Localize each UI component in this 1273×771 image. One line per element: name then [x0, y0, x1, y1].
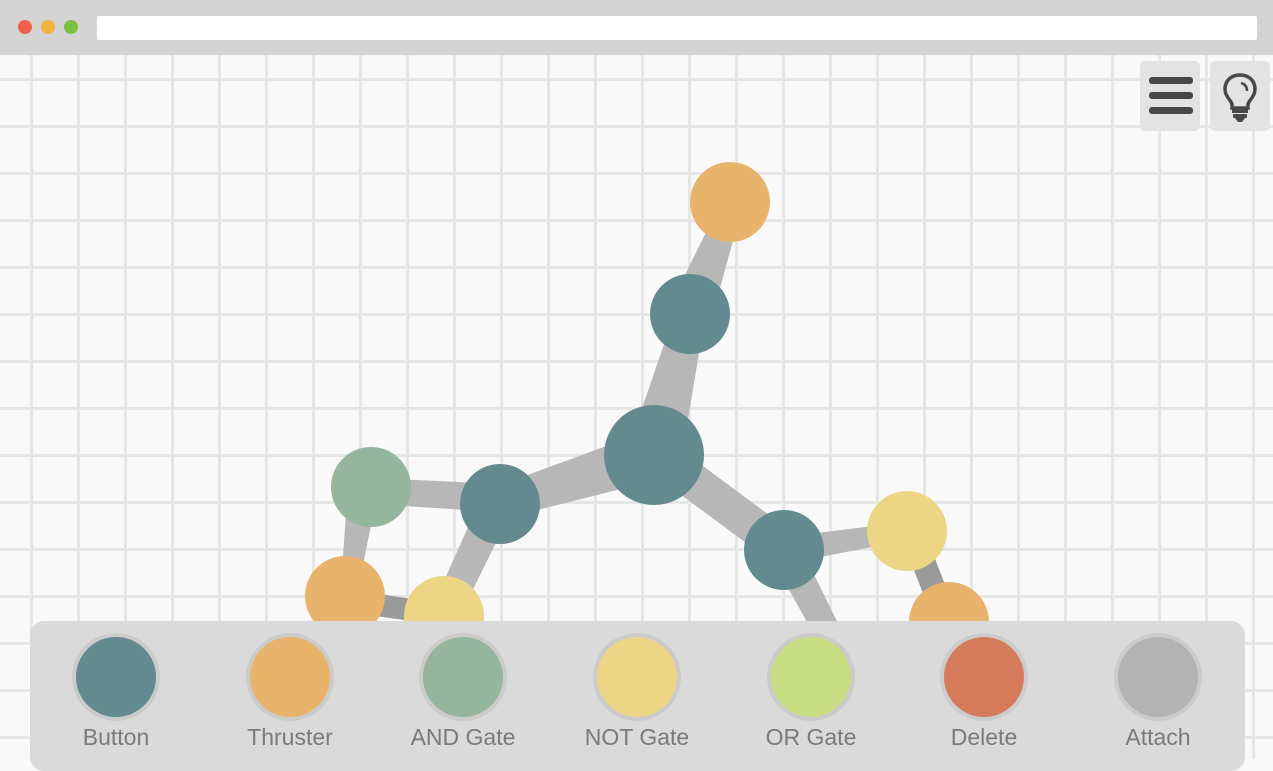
tool-not-gate[interactable]: NOT Gate — [567, 633, 707, 763]
thruster-node — [305, 556, 385, 636]
and-gate-swatch[interactable] — [419, 633, 507, 721]
tool-attach[interactable]: Attach — [1088, 633, 1228, 763]
or-gate-swatch[interactable] — [767, 633, 855, 721]
button-node-core — [604, 405, 704, 505]
maximize-window-icon[interactable] — [64, 20, 78, 34]
tool-label: AND Gate — [410, 724, 516, 750]
address-bar[interactable] — [97, 16, 1257, 40]
minimize-window-icon[interactable] — [41, 20, 55, 34]
hamburger-menu-icon — [1149, 77, 1193, 114]
menu-button[interactable] — [1140, 61, 1200, 131]
tool-label: Button — [82, 724, 150, 750]
tool-label: Thruster — [247, 724, 333, 750]
tool-button[interactable]: Button — [46, 633, 186, 763]
tool-delete[interactable]: Delete — [914, 633, 1054, 763]
component-toolbar: Button Thruster AND Gate NOT Gate OR Gat… — [30, 621, 1245, 771]
not-gate-node — [867, 491, 947, 571]
lightbulb-icon — [1223, 73, 1257, 122]
tool-label: OR Gate — [765, 724, 857, 750]
tool-and-gate[interactable]: AND Gate — [393, 633, 533, 763]
tool-or-gate[interactable]: OR Gate — [741, 633, 881, 763]
tool-label: Attach — [1125, 724, 1191, 750]
delete-swatch[interactable] — [940, 633, 1028, 721]
close-window-icon[interactable] — [18, 20, 32, 34]
button-swatch[interactable] — [72, 633, 160, 721]
not-gate-swatch[interactable] — [593, 633, 681, 721]
browser-titlebar — [0, 0, 1273, 55]
thruster-node — [690, 162, 770, 242]
build-canvas[interactable] — [0, 55, 1273, 759]
hint-button[interactable] — [1210, 61, 1270, 131]
button-node — [460, 464, 540, 544]
tool-thruster[interactable]: Thruster — [220, 633, 360, 763]
button-node — [650, 274, 730, 354]
attach-swatch[interactable] — [1114, 633, 1202, 721]
thruster-swatch[interactable] — [246, 633, 334, 721]
tool-label: NOT Gate — [584, 724, 690, 750]
and-gate-node — [331, 447, 411, 527]
button-node — [744, 510, 824, 590]
tool-label: Delete — [950, 724, 1018, 750]
